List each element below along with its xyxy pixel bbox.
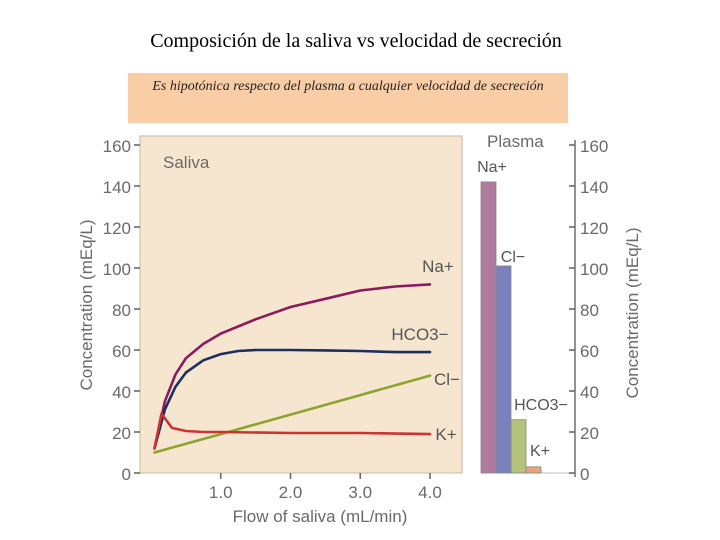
plasma-bar-k	[525, 466, 542, 474]
plasma-panel-title: Plasma	[487, 132, 544, 151]
plasma-y-tick-label: 100	[580, 260, 608, 279]
hypotonic-note: Es hipotónica respecto del plasma a cual…	[128, 73, 568, 123]
series-label-na: Na+	[422, 257, 454, 276]
series-line-k	[153, 412, 432, 450]
series-line-cl	[153, 374, 432, 454]
y-tick-label: 0	[122, 465, 131, 484]
plasma-y-tick-label: 0	[580, 465, 589, 484]
y-axis-title-right: Concentration (mEq/L)	[623, 227, 642, 398]
x-axis-title: Flow of saliva (mL/min)	[233, 507, 408, 526]
y-tick-label: 40	[112, 383, 131, 402]
plasma-y-tick-label: 60	[580, 342, 599, 361]
plasma-bar-label-k: K+	[530, 443, 550, 460]
y-tick-label: 20	[112, 424, 131, 443]
saliva-panel-title: Saliva	[163, 153, 210, 172]
plasma-y-tick-label: 20	[580, 424, 599, 443]
x-tick-label: 2.0	[279, 483, 303, 502]
slide-title: Composición de la saliva vs velocidad de…	[150, 30, 562, 52]
y-axis-title-left: Concentration (mEq/L)	[77, 219, 96, 390]
plasma-bar-label-cl: Cl−	[501, 249, 525, 266]
y-tick-label: 60	[112, 342, 131, 361]
plasma-y-tick-label: 140	[580, 178, 608, 197]
plasma-y-tick-label: 160	[580, 137, 608, 156]
x-tick-label: 4.0	[418, 483, 442, 502]
y-tick-label: 100	[103, 260, 131, 279]
y-tick-label: 160	[103, 137, 131, 156]
plasma-bar-label-na: Na+	[477, 159, 507, 176]
x-tick-label: 3.0	[348, 483, 372, 502]
plasma-y-tick-label: 80	[580, 301, 599, 320]
y-tick-label: 80	[112, 301, 131, 320]
y-tick-label: 120	[103, 219, 131, 238]
series-line-na	[153, 283, 432, 450]
plasma-bar-cl	[495, 265, 512, 474]
plasma-bar-label-hco3: HCO3−	[514, 397, 568, 414]
plasma-bar-na	[480, 181, 497, 474]
y-tick-label: 140	[103, 178, 131, 197]
x-tick-label: 1.0	[209, 483, 233, 502]
plasma-y-tick-label: 120	[580, 219, 608, 238]
series-label-hco3: HCO3−	[391, 325, 448, 344]
plasma-bar-hco3	[510, 419, 527, 474]
series-line-hco3	[153, 348, 432, 450]
series-label-cl: Cl−	[434, 370, 460, 389]
series-label-k: K+	[435, 425, 456, 444]
plasma-y-tick-label: 40	[580, 383, 599, 402]
